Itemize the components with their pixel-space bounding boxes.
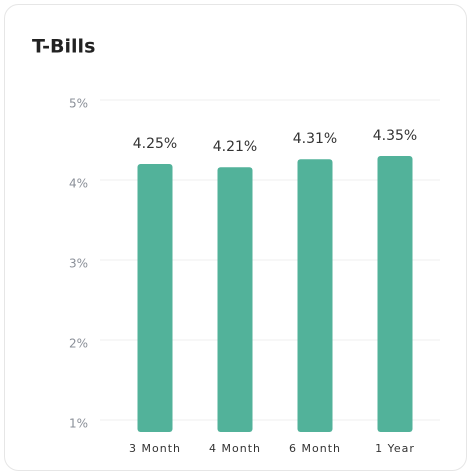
x-tick-label: 1 Year xyxy=(375,442,415,455)
y-tick-label: 3% xyxy=(69,257,88,271)
y-tick-label: 2% xyxy=(69,337,88,351)
value-label: 4.31% xyxy=(293,131,337,147)
x-tick-label: 4 Month xyxy=(209,442,261,455)
value-label: 4.25% xyxy=(133,136,177,152)
x-tick-label: 3 Month xyxy=(129,442,181,455)
chart-title: T-Bills xyxy=(32,36,95,58)
bar xyxy=(377,156,413,432)
bar xyxy=(217,167,253,432)
bar xyxy=(137,164,173,432)
y-tick-label: 1% xyxy=(69,417,88,431)
y-tick-label: 4% xyxy=(69,177,88,191)
value-label: 4.35% xyxy=(373,128,417,144)
value-label: 4.21% xyxy=(213,139,257,155)
x-tick-label: 6 Month xyxy=(289,442,341,455)
y-tick-label: 5% xyxy=(69,97,88,111)
bar xyxy=(297,159,333,432)
